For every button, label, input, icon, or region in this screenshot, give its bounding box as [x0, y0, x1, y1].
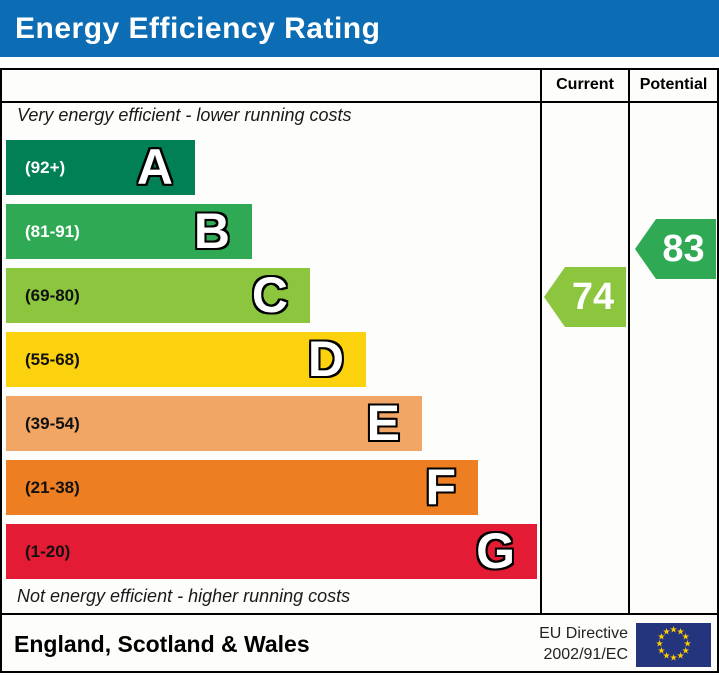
band-range-label: (1-20) — [25, 541, 71, 561]
column-divider-potential — [628, 68, 630, 615]
eu-flag-star: ★ — [655, 639, 664, 650]
potential-rating-value: 83 — [662, 227, 705, 270]
band-range-label: (92+) — [25, 157, 66, 177]
eu-flag-star: ★ — [669, 625, 678, 636]
band-row-c: (69-80) C — [6, 268, 310, 323]
band-letter: B — [193, 203, 230, 259]
current-column-header: Current — [556, 76, 614, 93]
eu-flag-star: ★ — [681, 646, 690, 657]
eu-flag-star: ★ — [662, 627, 671, 638]
band-row-d: (55-68) D — [6, 332, 366, 387]
eu-directive-label: EU Directive 2002/91/EC — [470, 615, 628, 673]
title-bar: Energy Efficiency Rating — [0, 0, 719, 57]
directive-line1: EU Directive — [539, 625, 628, 642]
eu-flag-icon: ★ ★ ★ ★ ★ ★ ★ ★ ★ ★ ★ ★ — [636, 623, 711, 667]
band-range-label: (81-91) — [25, 221, 80, 241]
eu-flag-star: ★ — [683, 639, 692, 650]
footer-divider-line — [0, 613, 719, 615]
band-range-label: (39-54) — [25, 413, 80, 433]
band-range-label: (55-68) — [25, 349, 80, 369]
eu-flag-star: ★ — [681, 632, 690, 643]
directive-line2: 2002/91/EC — [543, 646, 628, 663]
eu-flag-star: ★ — [676, 651, 685, 662]
band-row-f: (21-38) F — [6, 460, 478, 515]
eu-flag-star: ★ — [669, 653, 678, 664]
band-row-g: (1-20) G — [6, 524, 537, 579]
band-range-label: (21-38) — [25, 477, 80, 497]
potential-column-header: Potential — [639, 76, 708, 93]
eu-flag-star: ★ — [662, 651, 671, 662]
header-divider-line — [0, 101, 719, 103]
bottom-caption: Not energy efficient - higher running co… — [17, 586, 351, 606]
eu-flag-star: ★ — [676, 627, 685, 638]
eu-flag-star: ★ — [657, 632, 666, 643]
footer-region-label: England, Scotland & Wales — [14, 615, 310, 673]
band-letter: G — [476, 523, 515, 579]
column-divider-current — [540, 68, 542, 615]
top-caption: Very energy efficient - lower running co… — [17, 105, 352, 125]
band-letter: E — [366, 395, 400, 451]
eu-flag-star: ★ — [657, 646, 666, 657]
band-range-label: (69-80) — [25, 285, 80, 305]
band-row-e: (39-54) E — [6, 396, 422, 451]
band-row-a: (92+) A — [6, 140, 195, 195]
band-letter: A — [136, 139, 173, 195]
page-title: Energy Efficiency Rating — [15, 11, 381, 45]
current-rating-value: 74 — [571, 275, 615, 318]
band-letter: C — [251, 267, 288, 323]
region-text: England, Scotland & Wales — [14, 630, 310, 657]
band-letter: D — [307, 331, 344, 387]
band-row-b: (81-91) B — [6, 204, 252, 259]
band-letter: F — [425, 459, 456, 515]
